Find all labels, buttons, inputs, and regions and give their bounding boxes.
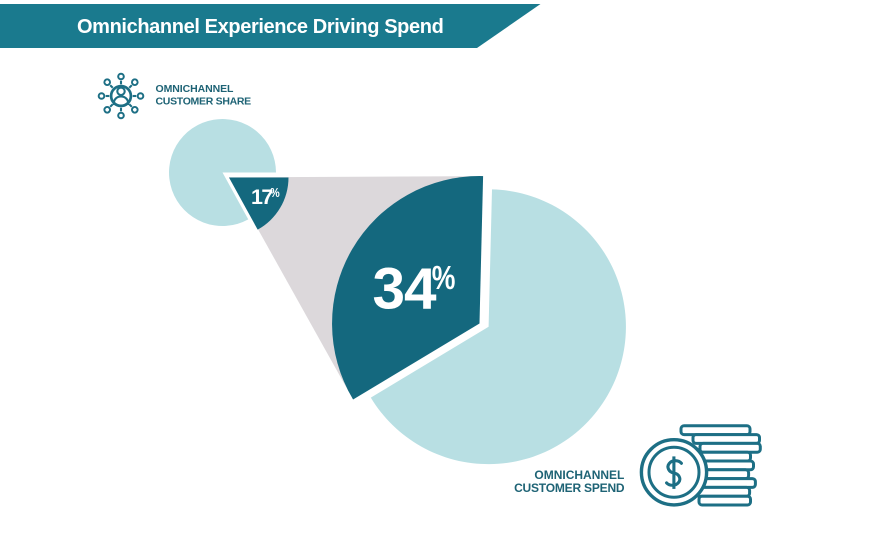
svg-text:%: % xyxy=(270,186,280,200)
svg-text:OMNICHANNEL: OMNICHANNEL xyxy=(534,468,624,482)
svg-text:17: 17 xyxy=(251,185,273,209)
svg-text:%: % xyxy=(432,260,456,296)
svg-text:CUSTOMER SHARE: CUSTOMER SHARE xyxy=(156,95,252,107)
svg-text:Omnichannel Experience Driving: Omnichannel Experience Driving Spend xyxy=(77,16,443,38)
svg-text:OMNICHANNEL: OMNICHANNEL xyxy=(156,83,235,95)
svg-text:34: 34 xyxy=(373,257,438,322)
svg-text:CUSTOMER SPEND: CUSTOMER SPEND xyxy=(514,481,625,495)
